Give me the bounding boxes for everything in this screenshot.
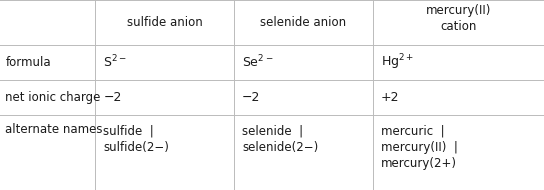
Text: sulfide(2−): sulfide(2−) bbox=[103, 141, 169, 154]
Text: S$^{2-}$: S$^{2-}$ bbox=[103, 54, 127, 70]
Text: mercury(II)
cation: mercury(II) cation bbox=[425, 4, 491, 33]
Text: selenide anion: selenide anion bbox=[260, 16, 347, 29]
Text: mercury(II)  |: mercury(II) | bbox=[381, 141, 458, 154]
Text: mercuric  |: mercuric | bbox=[381, 124, 444, 137]
Text: mercury(2+): mercury(2+) bbox=[381, 157, 457, 170]
Text: −2: −2 bbox=[103, 91, 122, 104]
Text: +2: +2 bbox=[381, 91, 399, 104]
Text: sulfide  |: sulfide | bbox=[103, 124, 154, 137]
Text: selenide(2−): selenide(2−) bbox=[242, 141, 318, 154]
Text: Se$^{2-}$: Se$^{2-}$ bbox=[242, 54, 274, 70]
Text: −2: −2 bbox=[242, 91, 261, 104]
Text: selenide  |: selenide | bbox=[242, 124, 303, 137]
Text: alternate names: alternate names bbox=[5, 123, 103, 135]
Text: sulfide anion: sulfide anion bbox=[127, 16, 202, 29]
Text: formula: formula bbox=[5, 56, 51, 69]
Text: net ionic charge: net ionic charge bbox=[5, 91, 101, 104]
Text: Hg$^{2+}$: Hg$^{2+}$ bbox=[381, 52, 414, 72]
